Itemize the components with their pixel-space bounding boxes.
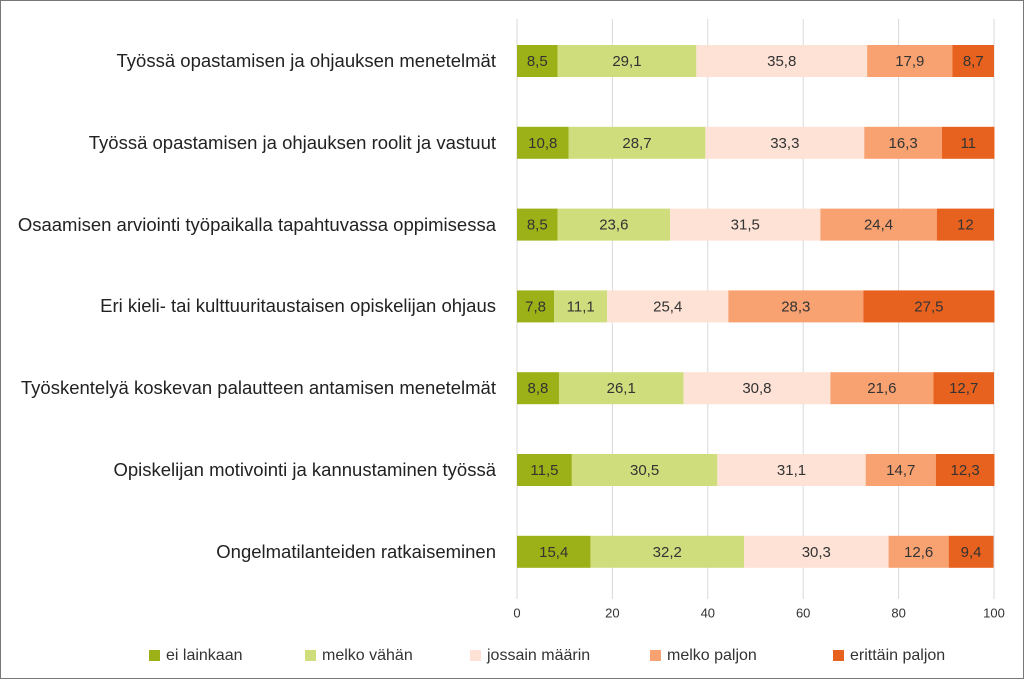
data-label: 32,2 [653, 544, 682, 561]
data-label: 12,3 [951, 462, 980, 479]
legend-label: melko vähän [322, 647, 413, 664]
data-label: 23,6 [599, 217, 628, 234]
data-label: 11 [960, 135, 976, 152]
bar-segment [571, 454, 718, 486]
bar-segment [867, 45, 953, 77]
legend-label: ei lainkaan [166, 647, 243, 664]
legend-label: melko paljon [667, 647, 757, 664]
bar-segment [557, 45, 697, 77]
bar-segment [935, 454, 995, 486]
data-label: 25,4 [653, 298, 682, 315]
bar-segment [607, 290, 729, 323]
legend-swatch [470, 650, 481, 661]
bar-segment [717, 454, 866, 486]
data-label: 31,5 [731, 217, 760, 234]
data-label: 12 [957, 217, 974, 234]
bar-segment [863, 290, 995, 323]
data-label: 8,7 [963, 53, 984, 70]
category-label: Eri kieli- tai kulttuuritaustaisen opisk… [100, 295, 496, 317]
data-label: 30,3 [802, 544, 831, 561]
bar-segment [517, 372, 559, 405]
data-label: 8,5 [527, 53, 548, 70]
data-label: 11,5 [530, 462, 558, 479]
bar-segment [696, 45, 868, 77]
data-label: 24,4 [864, 217, 893, 234]
bar-segment [952, 45, 994, 77]
x-tick-label: 80 [891, 605, 905, 620]
data-label: 8,5 [527, 217, 548, 234]
x-tick-label: 20 [605, 605, 619, 620]
data-label: 28,7 [622, 135, 651, 152]
data-label: 35,8 [767, 53, 796, 70]
data-label: 12,6 [904, 544, 933, 561]
data-label: 31,1 [777, 462, 806, 479]
bar-segment [936, 208, 994, 241]
bar-segment [728, 290, 864, 323]
bar-segment [670, 208, 821, 241]
data-label: 7,8 [525, 298, 546, 315]
data-label: 9,4 [961, 544, 982, 561]
legend-label: jossain määrin [486, 647, 590, 664]
bar-segment [933, 372, 994, 405]
data-label: 10,8 [528, 135, 557, 152]
bar-segment [568, 126, 706, 159]
data-label: 30,8 [742, 380, 771, 397]
legend-swatch [833, 650, 844, 661]
bar-segment [948, 535, 994, 568]
legend-swatch [305, 650, 316, 661]
data-label: 12,7 [949, 380, 978, 397]
category-label: Työskentelyä koskevan palautteen antamis… [20, 377, 496, 399]
bar-segment [683, 372, 831, 405]
bar-segment [744, 535, 889, 568]
data-label: 11,1 [567, 298, 595, 315]
data-label: 16,3 [889, 135, 918, 152]
legend-swatch [149, 650, 160, 661]
bar-segment [864, 126, 943, 159]
bar-segment [517, 208, 558, 241]
category-label: Osaamisen arviointi työpaikalla tapahtuv… [17, 213, 496, 235]
bar-segment [517, 535, 591, 568]
bar-segment [554, 290, 608, 323]
bar-segment [590, 535, 745, 568]
bar-segment [517, 290, 555, 323]
x-tick-label: 100 [983, 605, 1005, 620]
bar-segment [865, 454, 936, 486]
category-label: Ongelmatilanteiden ratkaiseminen [216, 540, 496, 562]
data-label: 28,3 [781, 298, 810, 315]
bar-segment [942, 126, 995, 159]
data-label: 14,7 [886, 462, 915, 479]
data-label: 29,1 [612, 53, 641, 70]
legend-label: erittäin paljon [850, 647, 945, 664]
bar-segment [558, 372, 684, 405]
data-label: 17,9 [895, 53, 924, 70]
category-label: Opiskelijan motivointi ja kannustaminen … [113, 458, 496, 480]
data-label: 15,4 [539, 544, 568, 561]
bar-segment [705, 126, 865, 159]
bar-segment [517, 454, 572, 486]
bar-segment [557, 208, 671, 241]
bar-segment [820, 208, 937, 241]
data-label: 21,6 [867, 380, 896, 397]
x-tick-label: 40 [701, 605, 715, 620]
bar-segment [830, 372, 934, 405]
bar-segment [888, 535, 949, 568]
data-label: 30,5 [630, 462, 659, 479]
data-label: 27,5 [914, 298, 943, 315]
data-label: 8,8 [528, 380, 549, 397]
x-tick-label: 0 [513, 605, 520, 620]
bar-segment [517, 45, 558, 77]
category-label: Työssä opastamisen ja ohjauksen roolit j… [88, 131, 496, 153]
bar-segment [517, 126, 569, 159]
legend-swatch [650, 650, 661, 661]
data-label: 26,1 [607, 380, 636, 397]
data-label: 33,3 [770, 135, 799, 152]
category-label: Työssä opastamisen ja ohjauksen menetelm… [116, 49, 496, 71]
x-tick-label: 60 [796, 605, 810, 620]
